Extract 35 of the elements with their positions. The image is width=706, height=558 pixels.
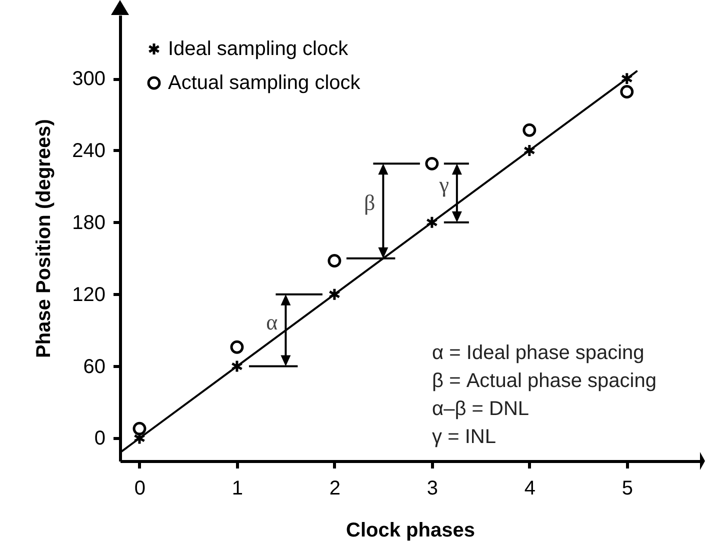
x-tick-label: 2 xyxy=(329,478,341,500)
x-tick-label: 3 xyxy=(426,478,438,500)
point xyxy=(132,422,146,436)
x-tick-label: 0 xyxy=(134,478,146,500)
annotation: α–β = DNL xyxy=(432,398,530,420)
legend-label: Ideal sampling clock xyxy=(168,38,350,60)
y-tick-label: 60 xyxy=(83,356,106,378)
annotation: β xyxy=(364,190,376,216)
annotation: α = Ideal phase spacing xyxy=(432,342,644,364)
point xyxy=(133,431,146,445)
y-tick-label: 300 xyxy=(72,68,106,90)
point xyxy=(328,288,340,302)
annotation: γ = INL xyxy=(432,426,496,448)
y-tick-label: 120 xyxy=(72,284,106,306)
annotation: α xyxy=(266,309,278,334)
annotation: β = Actual phase spacing xyxy=(432,370,656,392)
legend-label: Actual sampling clock xyxy=(168,72,362,94)
x-tick-label: 5 xyxy=(622,478,633,500)
y-tick-label: 0 xyxy=(94,428,106,450)
point xyxy=(620,85,634,98)
x-tick-label: 1 xyxy=(232,478,244,500)
x-tick-label: 4 xyxy=(524,478,536,500)
point xyxy=(522,123,536,137)
y-tick-label: 180 xyxy=(72,212,106,234)
annotation: γ xyxy=(438,172,450,198)
point xyxy=(328,254,342,268)
x-axis-title: Clock phases xyxy=(346,520,475,542)
point xyxy=(620,72,633,86)
y-axis-title: Phase Position (degrees) xyxy=(33,119,56,358)
y-tick-label: 240 xyxy=(72,140,106,162)
point xyxy=(523,144,536,158)
point xyxy=(230,340,244,354)
point xyxy=(230,360,243,374)
point xyxy=(425,156,439,170)
point xyxy=(426,216,438,230)
